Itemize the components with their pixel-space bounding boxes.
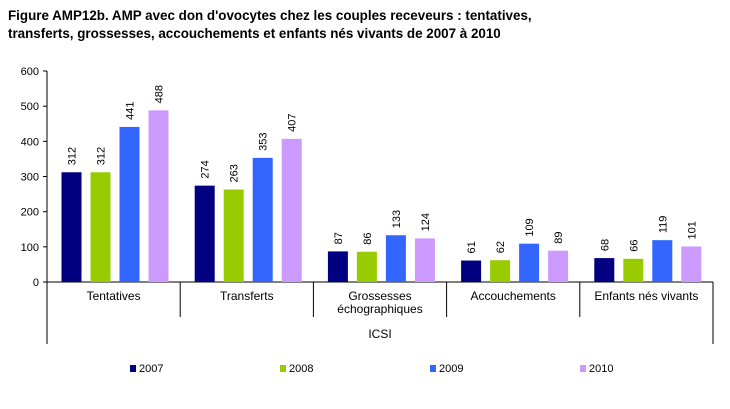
y-tick-label: 400 <box>21 136 39 148</box>
y-tick-label: 300 <box>21 172 39 184</box>
legend-swatch <box>130 365 136 372</box>
legend-label: 2008 <box>289 363 313 375</box>
bar <box>61 172 82 282</box>
value-labels: 312 274 87 61 68 312 263 86 62 66 441 353 133 109 119 4… <box>67 85 699 254</box>
bar <box>327 251 348 282</box>
y-axis: 0 100 200 300 400 500 600 <box>21 66 48 289</box>
legend: 2007 2008 2009 2010 <box>130 363 613 375</box>
category-label: Accouchements <box>471 289 556 303</box>
chart-title-line-2: transferts, grossesses, accouchements et… <box>8 26 501 41</box>
bar <box>281 138 302 282</box>
y-tick-label: 500 <box>21 101 39 113</box>
chart-title: Figure AMP12b. AMP avec don d'ovocytes c… <box>8 7 723 43</box>
y-tick-label: 0 <box>33 277 39 289</box>
legend-swatch <box>280 365 286 372</box>
x-axis: ICSI Tentatives Transferts Grossesseséchogr… <box>46 281 714 344</box>
legend-swatch <box>580 365 586 372</box>
bar <box>681 246 702 282</box>
value-label: 353 <box>258 133 270 151</box>
bar <box>461 260 482 282</box>
value-label: 62 <box>495 241 507 253</box>
value-label: 124 <box>420 213 432 231</box>
legend-swatch <box>430 365 436 372</box>
value-label: 66 <box>628 240 640 252</box>
bar <box>119 126 140 282</box>
legend-label: 2010 <box>589 363 613 375</box>
value-label: 119 <box>657 216 669 234</box>
value-label: 312 <box>67 147 79 165</box>
y-tick-label: 600 <box>21 66 39 78</box>
legend-label: 2007 <box>139 363 163 375</box>
value-label: 407 <box>287 114 299 132</box>
bars <box>61 110 702 283</box>
value-label: 89 <box>553 231 565 243</box>
value-label: 488 <box>154 85 166 103</box>
bar <box>194 185 215 282</box>
category-label: Tentatives <box>87 289 141 303</box>
bar <box>252 157 273 282</box>
bar <box>519 243 540 282</box>
value-label: 441 <box>125 102 137 120</box>
bar <box>90 172 111 282</box>
bar <box>623 258 644 282</box>
bar <box>223 189 244 282</box>
value-label: 263 <box>229 164 241 182</box>
category-label: Grossesses <box>348 289 411 303</box>
y-tick-label: 100 <box>21 242 39 254</box>
bar <box>594 258 615 282</box>
bar <box>548 250 569 282</box>
value-label: 87 <box>333 232 345 244</box>
category-label: Enfants nés vivants <box>594 289 698 303</box>
value-label: 133 <box>391 210 403 228</box>
value-label: 109 <box>524 218 536 236</box>
legend-label: 2009 <box>439 363 463 375</box>
y-tick-label: 200 <box>21 207 39 219</box>
value-label: 312 <box>96 147 108 165</box>
bar <box>490 260 511 282</box>
value-label: 61 <box>466 241 478 253</box>
bar <box>148 110 169 283</box>
category-label: échographiques <box>337 302 422 316</box>
bar <box>356 251 377 282</box>
value-label: 101 <box>686 221 698 239</box>
bar <box>385 235 406 282</box>
value-label: 86 <box>362 233 374 245</box>
value-label: 274 <box>200 160 212 178</box>
bar <box>414 238 435 282</box>
bar <box>652 240 673 282</box>
category-label: Transferts <box>220 289 274 303</box>
x-axis-label: ICSI <box>368 327 391 341</box>
value-label: 68 <box>599 239 611 251</box>
chart-title-line-1: Figure AMP12b. AMP avec don d'ovocytes c… <box>8 8 532 23</box>
